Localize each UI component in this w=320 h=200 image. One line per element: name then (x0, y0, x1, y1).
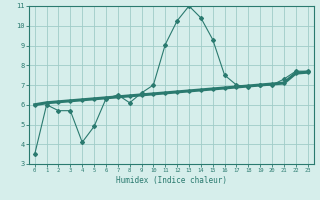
X-axis label: Humidex (Indice chaleur): Humidex (Indice chaleur) (116, 176, 227, 185)
